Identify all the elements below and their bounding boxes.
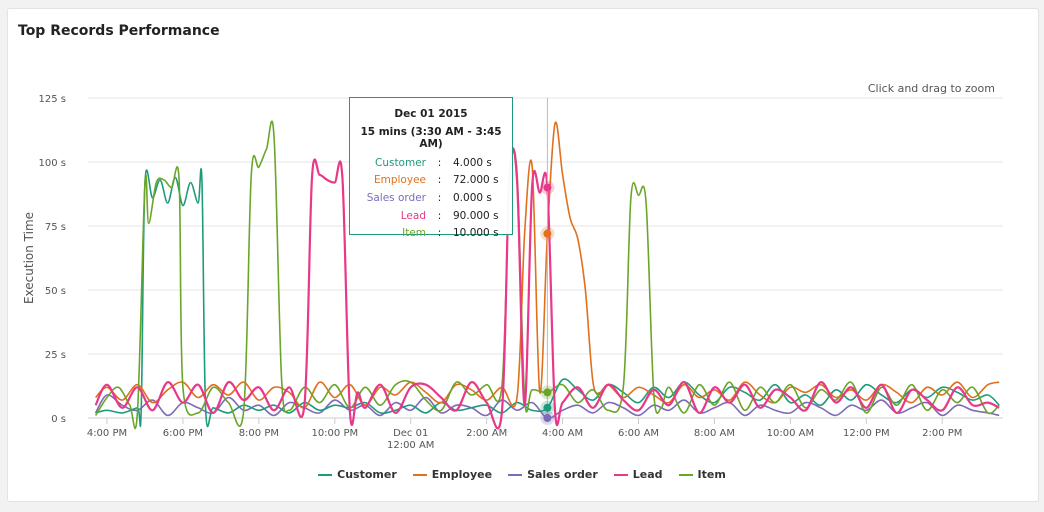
legend-label: Item bbox=[697, 468, 726, 481]
hover-marker-item bbox=[543, 388, 552, 397]
legend-label: Lead bbox=[632, 468, 663, 481]
legend-item-item[interactable]: Item bbox=[678, 468, 726, 481]
y-tick-label: 75 s bbox=[45, 222, 66, 233]
x-tick-label: 4:00 AM bbox=[542, 428, 583, 439]
tooltip: Dec 01 2015 15 mins (3:30 AM - 3:45 AM) … bbox=[349, 97, 513, 239]
series-line-lead[interactable] bbox=[94, 147, 1000, 430]
y-tick-label: 100 s bbox=[39, 158, 66, 169]
tooltip-colon: : bbox=[437, 156, 442, 169]
x-tick-label: 6:00 AM bbox=[618, 428, 659, 439]
grid-lines bbox=[88, 97, 1003, 419]
x-tick-label: 8:00 AM bbox=[694, 428, 735, 439]
zoom-hint: Click and drag to zoom bbox=[867, 82, 995, 95]
legend-swatch bbox=[613, 473, 628, 476]
legend-swatch bbox=[412, 473, 427, 476]
tooltip-series-name: Sales order bbox=[366, 191, 426, 204]
x-tick-label: 6:00 PM bbox=[163, 428, 203, 439]
tooltip-row: Employee:72.000 s bbox=[350, 172, 512, 190]
x-tick-label: 8:00 PM bbox=[239, 428, 279, 439]
x-tick-label: Dec 01 bbox=[393, 428, 428, 439]
tooltip-value: 0.000 s bbox=[453, 191, 492, 204]
tooltip-row: Lead:90.000 s bbox=[350, 207, 512, 225]
tooltip-colon: : bbox=[437, 191, 442, 204]
hover-markers bbox=[540, 98, 555, 425]
x-tick-label: 12:00 PM bbox=[843, 428, 890, 439]
legend-swatch bbox=[678, 473, 693, 476]
y-tick-label: 0 s bbox=[51, 414, 66, 425]
tooltip-row: Sales order:0.000 s bbox=[350, 189, 512, 207]
y-axis: 0 s 25 s 50 s 75 s 100 s 125 s bbox=[39, 94, 66, 425]
tooltip-row: Customer:4.000 s bbox=[350, 154, 512, 172]
legend-label: Employee bbox=[431, 468, 493, 481]
x-tick-label: 2:00 PM bbox=[922, 428, 962, 439]
legend: Customer Employee Sales order Lead Item bbox=[0, 468, 1044, 481]
hover-marker-customer bbox=[543, 403, 552, 412]
legend-item-sales-order[interactable]: Sales order bbox=[508, 468, 598, 481]
tooltip-colon: : bbox=[437, 174, 442, 187]
tooltip-range: 15 mins (3:30 AM - 3:45 AM) bbox=[360, 126, 502, 150]
legend-swatch bbox=[318, 473, 333, 476]
tooltip-date: Dec 01 2015 bbox=[394, 108, 468, 120]
y-tick-label: 50 s bbox=[45, 286, 66, 297]
series-line-customer[interactable] bbox=[95, 168, 1000, 428]
hover-marker-lead bbox=[543, 183, 552, 192]
tooltip-series-name: Employee bbox=[373, 174, 426, 187]
x-tick-label-secondary: 12:00 AM bbox=[387, 440, 434, 451]
tooltip-value: 72.000 s bbox=[453, 174, 499, 187]
x-axis: 4:00 PM 6:00 PM 8:00 PM 10:00 PM Dec 0112:00… bbox=[87, 418, 962, 451]
legend-label: Sales order bbox=[527, 468, 598, 481]
tooltip-row: Item:10.000 s bbox=[350, 224, 512, 242]
legend-item-lead[interactable]: Lead bbox=[613, 468, 663, 481]
legend-swatch bbox=[508, 473, 523, 476]
legend-item-customer[interactable]: Customer bbox=[318, 468, 397, 481]
chart-title: Top Records Performance bbox=[18, 23, 220, 39]
legend-item-employee[interactable]: Employee bbox=[412, 468, 493, 481]
hover-marker-employee bbox=[543, 229, 552, 238]
tooltip-value: 4.000 s bbox=[453, 156, 492, 169]
x-tick-label: 4:00 PM bbox=[87, 428, 127, 439]
tooltip-series-name: Customer bbox=[374, 156, 426, 169]
y-axis-label: Execution Time bbox=[22, 212, 36, 304]
x-tick-label: 2:00 AM bbox=[466, 428, 507, 439]
tooltip-series-name: Lead bbox=[400, 209, 426, 222]
x-tick-label: 10:00 AM bbox=[767, 428, 814, 439]
y-tick-label: 25 s bbox=[45, 350, 66, 361]
tooltip-colon: : bbox=[437, 209, 442, 222]
tooltip-rows: Customer:4.000 s Employee:72.000 s Sales o… bbox=[350, 154, 512, 242]
legend-label: Customer bbox=[337, 468, 397, 481]
tooltip-value: 90.000 s bbox=[453, 209, 499, 222]
x-tick-label: 10:00 PM bbox=[311, 428, 358, 439]
y-tick-label: 125 s bbox=[39, 94, 66, 105]
tooltip-series-name: Item bbox=[402, 227, 426, 240]
tooltip-value: 10.000 s bbox=[453, 227, 499, 240]
hover-marker-sales-order bbox=[543, 414, 552, 422]
tooltip-colon: : bbox=[437, 227, 442, 240]
